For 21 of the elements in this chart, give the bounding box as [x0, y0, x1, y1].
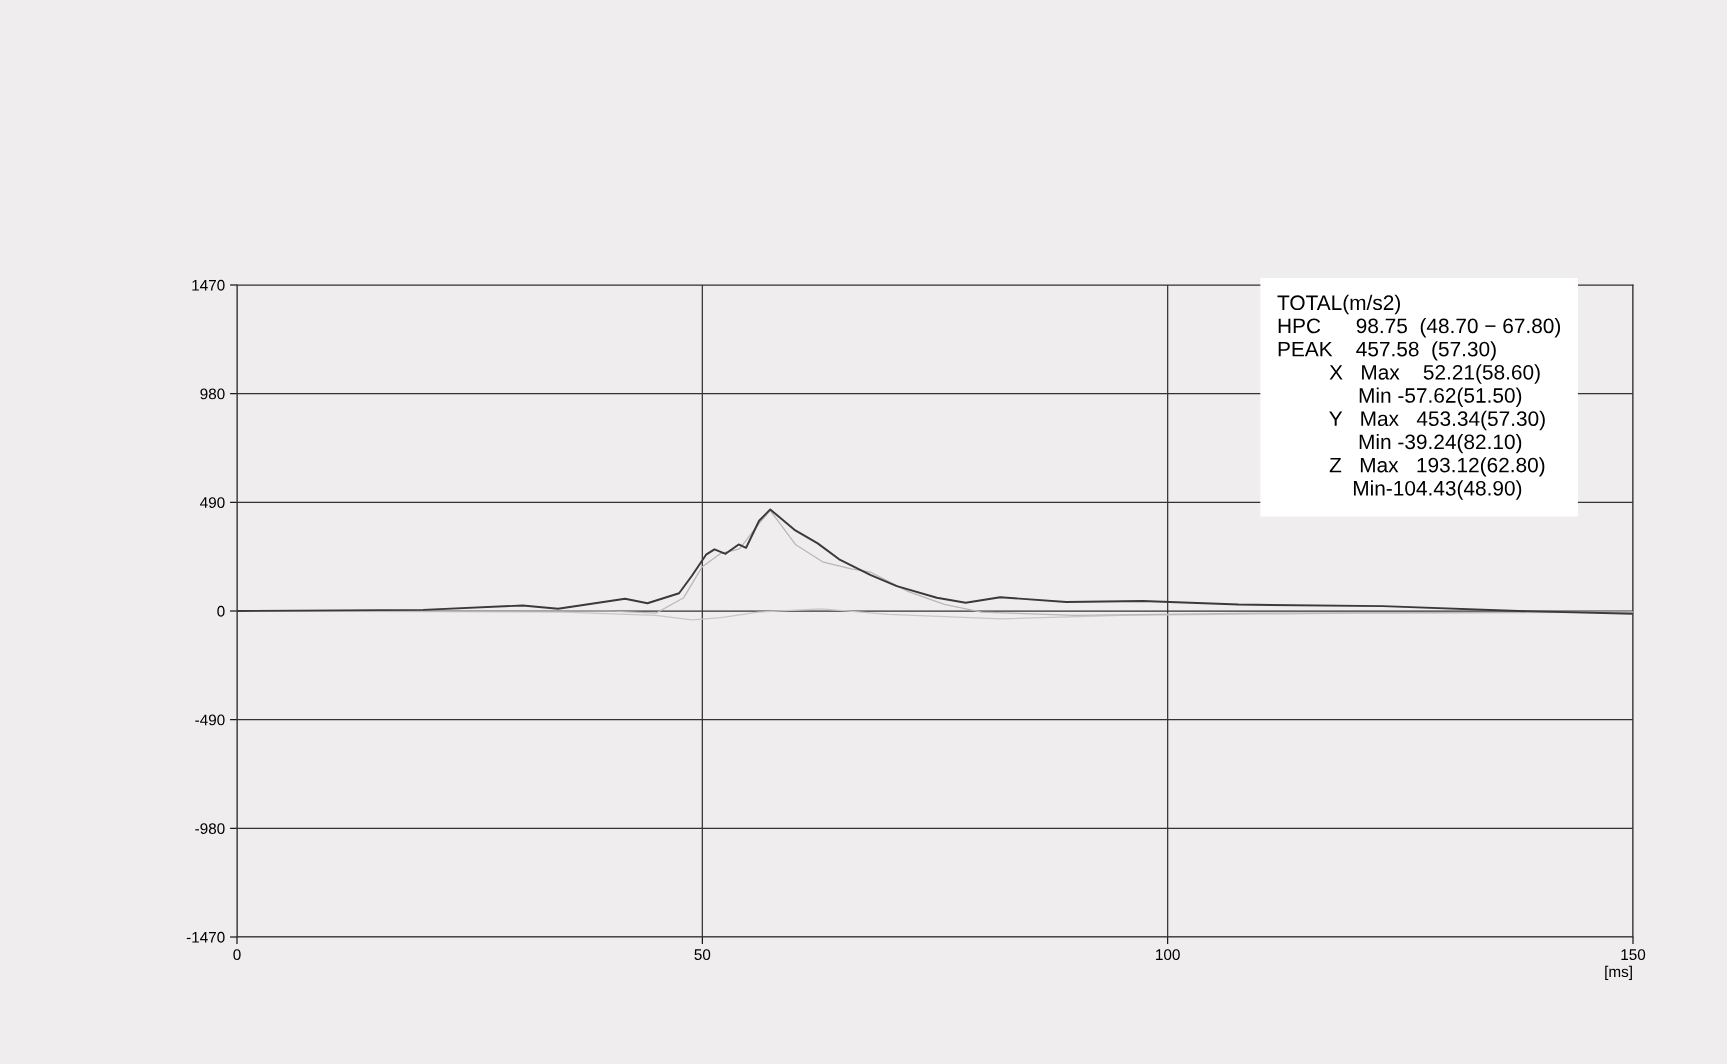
annotation: Min-104.43(48.90): [1353, 480, 1522, 500]
annotation: HPC 98.75 (48.70 − 67.80): [1278, 317, 1561, 338]
y-tick-label: 0: [217, 605, 225, 617]
annotation: Y Max 453.34(57.30): [1329, 410, 1545, 431]
annotation: Z Max 193.12(62.80): [1329, 457, 1545, 477]
x-tick-label: 100: [1156, 949, 1180, 961]
annotation: Min -57.62(51.50): [1359, 387, 1522, 407]
x-tick-label: 50: [694, 949, 711, 961]
y-tick-label: -980: [195, 823, 225, 835]
x-tick-label: 150: [1621, 949, 1646, 961]
y-tick-label: -1470: [186, 931, 225, 943]
y-tick-label: 490: [200, 497, 225, 509]
y-tick-label: -490: [195, 714, 225, 726]
annotation: X Max 52.21(58.60): [1329, 364, 1540, 384]
x-axis-title: [ms]: [1605, 965, 1632, 981]
annotation: Min -39.24(82.10): [1359, 433, 1522, 454]
y-tick-label: 980: [200, 388, 225, 400]
x-tick-label: 0: [233, 949, 241, 961]
y-tick-label: 1470: [192, 279, 225, 291]
annotation: TOTAL(m/s2): [1277, 294, 1400, 315]
annotation: PEAK 457.58 (57.30): [1278, 341, 1496, 361]
